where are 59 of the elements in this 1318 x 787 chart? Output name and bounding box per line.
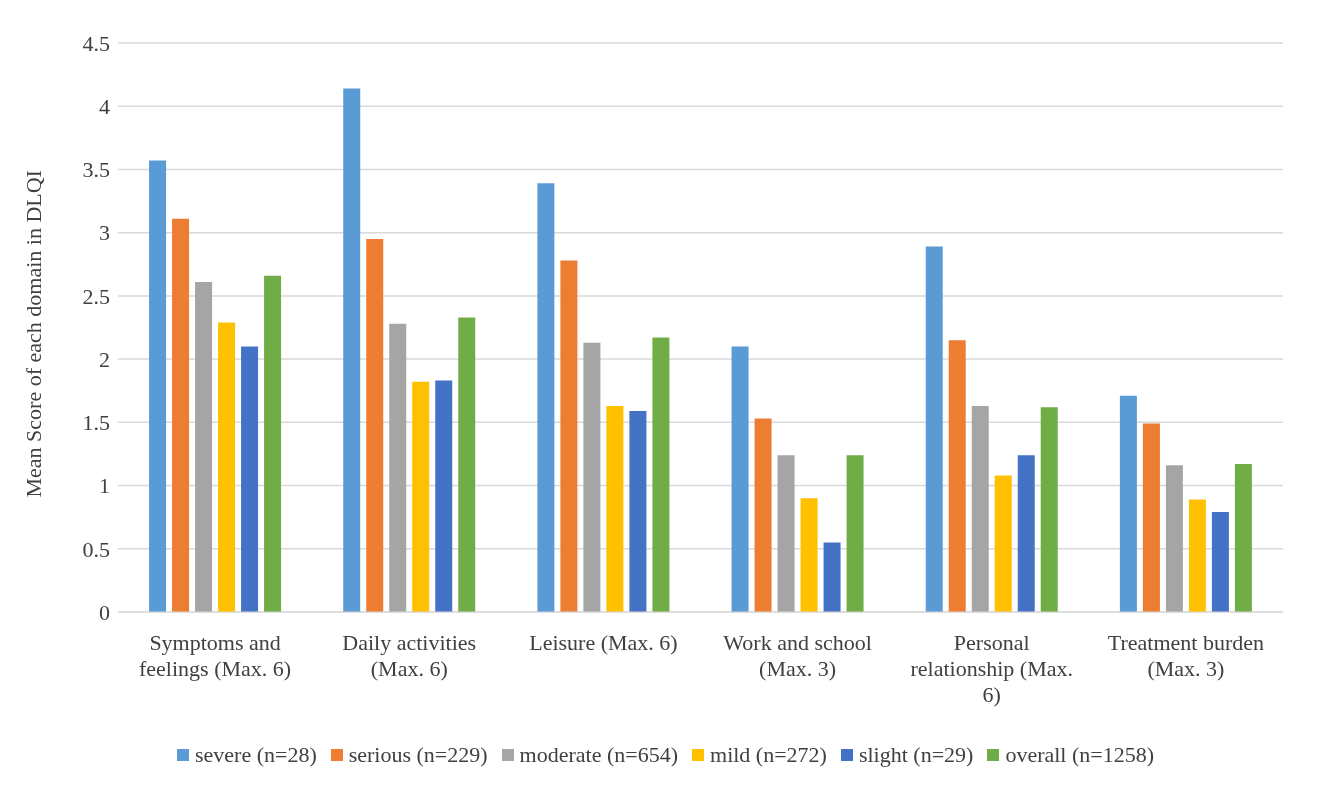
bar (994, 475, 1012, 612)
y-tick-label: 3.5 (82, 157, 110, 183)
y-tick-label: 2.5 (82, 283, 110, 309)
bar (925, 246, 943, 612)
bar (1165, 465, 1183, 612)
bar (264, 275, 282, 612)
y-tick-label: 3 (99, 220, 110, 246)
bar (971, 405, 989, 612)
bar (172, 218, 190, 612)
legend-label: slight (n=29) (857, 742, 974, 768)
bar (1142, 423, 1160, 612)
bar (366, 238, 384, 612)
legend-label: overall (n=1258) (1004, 742, 1155, 768)
bar (629, 410, 647, 612)
bar (731, 346, 749, 612)
y-tick-label: 1.5 (82, 410, 110, 436)
bar (435, 380, 453, 612)
bar (1017, 455, 1035, 612)
bar (583, 342, 601, 612)
bar (241, 346, 259, 612)
bar (800, 498, 818, 612)
bar (537, 183, 555, 612)
bar (652, 337, 670, 612)
y-tick-label: 4 (99, 94, 110, 120)
y-tick-label: 2 (99, 346, 110, 372)
bar (1234, 464, 1252, 612)
bar (1188, 499, 1206, 612)
legend-label: serious (n=229) (347, 742, 488, 768)
bar (218, 322, 236, 612)
legend-label: mild (n=272) (709, 742, 827, 768)
bar (195, 281, 213, 612)
y-tick-label: 0.5 (82, 536, 110, 562)
bar (149, 160, 167, 612)
x-tick-label: Work and school (Max. 3) (723, 630, 872, 681)
legend-label: moderate (n=654) (518, 742, 679, 768)
bar (823, 542, 841, 612)
legend-label: severe (n=28) (193, 742, 317, 768)
x-tick-label: Treatment burden (Max. 3) (1107, 630, 1265, 681)
bar (1040, 407, 1058, 612)
bar (560, 260, 578, 612)
y-tick-label: 1 (99, 473, 110, 499)
y-tick-label: 0 (99, 599, 110, 625)
bar (777, 455, 795, 612)
x-tick-label: Personal relationship (Max. 6) (910, 630, 1074, 707)
bar (458, 317, 476, 612)
bar (343, 88, 361, 612)
bar (846, 455, 864, 612)
bar (606, 405, 624, 612)
x-tick-label: Symptoms and feelings (Max. 6) (139, 630, 292, 681)
bar (389, 323, 407, 612)
bar (754, 418, 772, 612)
bar (1119, 395, 1137, 612)
bar (1211, 512, 1229, 612)
bar (412, 381, 430, 612)
y-axis-title: Mean Score of each domain in DLQI (20, 170, 46, 498)
x-tick-label: Daily activities (Max. 6) (342, 630, 477, 681)
bar (948, 340, 966, 612)
x-tick-label: Leisure (Max. 6) (529, 630, 678, 655)
y-tick-label: 4.5 (82, 30, 110, 56)
